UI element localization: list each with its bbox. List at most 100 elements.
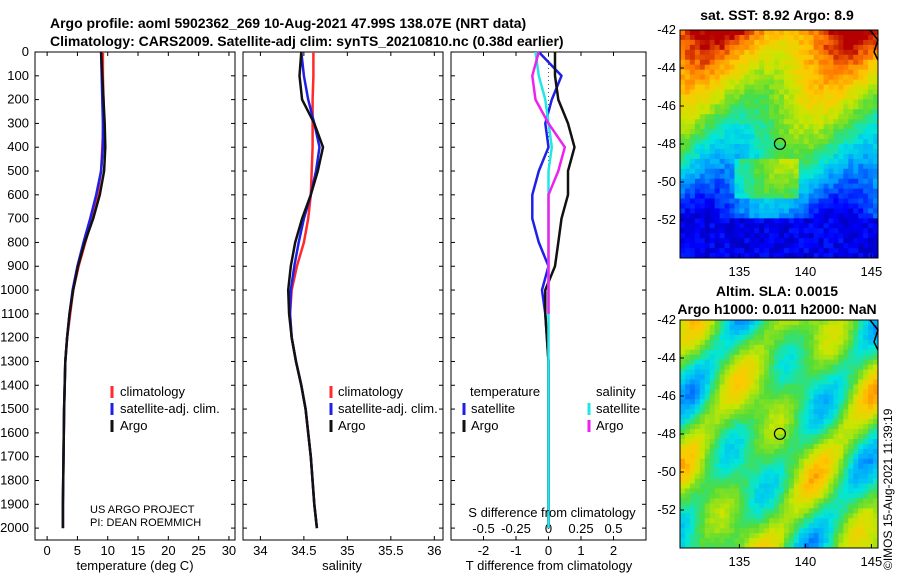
- map-cell: [769, 153, 775, 160]
- map-cell: [714, 458, 720, 465]
- map-cell: [699, 488, 706, 494]
- map-cell: [680, 218, 686, 224]
- map-cell: [709, 334, 716, 341]
- map-cell: [689, 528, 696, 534]
- map-cell: [803, 79, 810, 85]
- map-cell: [754, 478, 760, 484]
- map-cell: [734, 64, 740, 71]
- map-cell: [774, 79, 780, 85]
- map-cell: [788, 483, 795, 489]
- map-cell: [699, 109, 706, 115]
- coastline: [869, 29, 879, 61]
- map-cell: [853, 119, 859, 125]
- map-cell: [783, 134, 790, 140]
- map-cell: [749, 369, 755, 375]
- map-cell: [724, 163, 730, 170]
- map-cell: [788, 320, 795, 326]
- map-cell: [833, 243, 839, 249]
- map-cell: [808, 114, 815, 120]
- map-cell: [709, 389, 716, 395]
- map-cell: [823, 414, 829, 420]
- map-cell: [714, 213, 720, 219]
- map-cell: [774, 434, 780, 440]
- map-cell: [739, 39, 745, 46]
- map-cell: [764, 344, 770, 351]
- map-cell: [764, 523, 770, 529]
- map-cell: [749, 468, 755, 475]
- map-cell: [813, 429, 819, 435]
- map-cell: [729, 193, 735, 199]
- map-cell: [734, 139, 740, 145]
- map-cell: [689, 129, 696, 135]
- map-cell: [769, 188, 775, 194]
- map-cell: [754, 173, 760, 180]
- map-cell: [798, 124, 805, 130]
- map-cell: [714, 518, 720, 524]
- map-cell: [868, 369, 874, 375]
- map-cell: [828, 49, 834, 56]
- map-cell: [704, 39, 711, 46]
- map-cell: [734, 329, 740, 336]
- map-cell: [754, 528, 760, 534]
- map-cell: [818, 168, 824, 175]
- map-cell: [843, 213, 849, 219]
- map-cell: [823, 198, 829, 204]
- map-cell: [754, 39, 760, 46]
- map-cell: [848, 518, 854, 524]
- map-cell: [803, 478, 810, 484]
- map-cell: [694, 243, 701, 249]
- map-cell: [749, 129, 755, 135]
- map-cell: [739, 218, 745, 224]
- map-cell: [699, 168, 706, 175]
- map-cell: [793, 528, 800, 534]
- map-cell: [769, 434, 775, 440]
- map-cell: [744, 198, 750, 204]
- map-cell: [833, 94, 839, 100]
- map-cell: [719, 198, 725, 204]
- map-cell: [724, 379, 730, 385]
- map-cell: [764, 329, 770, 336]
- map-cell: [808, 344, 815, 351]
- map-cell: [843, 129, 849, 135]
- map-cell: [754, 463, 760, 470]
- map-cell: [863, 478, 869, 484]
- map-cell: [858, 39, 864, 46]
- map-cell: [754, 543, 760, 549]
- map-cell: [680, 483, 686, 489]
- map-cell: [774, 503, 780, 509]
- map-cell: [744, 158, 750, 165]
- map-cell: [734, 248, 740, 254]
- map-cell: [873, 49, 879, 56]
- sst-map-title: sat. SST: 8.92 Argo: 8.9: [700, 7, 854, 23]
- map-cell: [779, 193, 785, 199]
- map-cell: [729, 158, 735, 165]
- map-cell: [684, 384, 691, 390]
- map-cell: [818, 89, 824, 95]
- map-cell: [724, 99, 730, 105]
- map-cell: [749, 463, 755, 470]
- map-cell: [709, 238, 716, 244]
- map-cell: [868, 49, 874, 56]
- map-cell: [823, 369, 829, 375]
- map-cell: [719, 74, 725, 80]
- map-cell: [798, 458, 805, 465]
- map-cell: [744, 64, 750, 71]
- map-cell: [788, 468, 795, 475]
- map-cell: [858, 213, 864, 219]
- map-cell: [684, 173, 691, 180]
- map-cell: [788, 329, 795, 336]
- map-cell: [684, 129, 691, 135]
- map-cell: [853, 173, 859, 180]
- map-cell: [744, 503, 750, 509]
- map-cell: [739, 198, 745, 204]
- map-cell: [680, 453, 686, 460]
- map-cell: [833, 409, 839, 415]
- map-cell: [853, 34, 859, 41]
- map-cell: [848, 538, 854, 544]
- map-cell: [774, 518, 780, 524]
- map-cell: [853, 129, 859, 135]
- title-line-1: Argo profile: aoml 5902362_269 10-Aug-20…: [50, 15, 526, 31]
- map-cell: [739, 458, 745, 465]
- map-cell: [714, 379, 720, 385]
